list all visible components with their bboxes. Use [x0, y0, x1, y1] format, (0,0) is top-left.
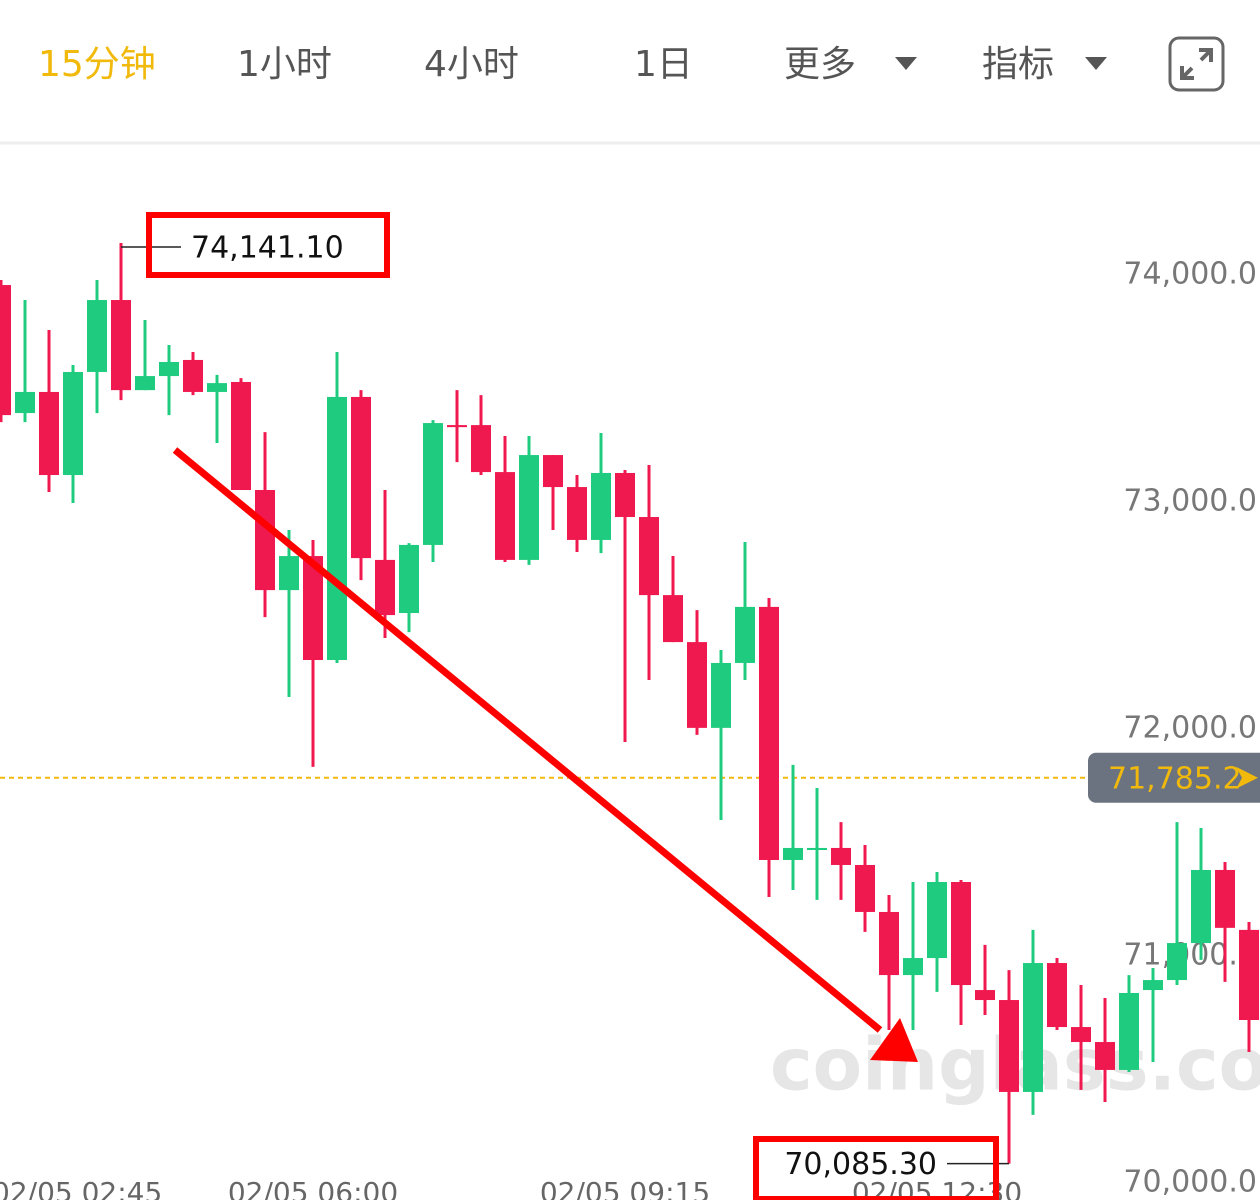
- candle-body: [783, 847, 803, 860]
- candle-body: [423, 423, 443, 545]
- candle-body: [1119, 992, 1139, 1070]
- candle-body: [87, 300, 107, 372]
- candle-body: [135, 376, 155, 391]
- y-tick-label: 72,000.0: [1123, 711, 1257, 746]
- candle-body: [567, 487, 587, 540]
- price-tag-arrow: [1236, 766, 1258, 789]
- tab[interactable]: 1小时: [237, 44, 332, 85]
- tab[interactable]: 15分钟: [38, 44, 156, 85]
- candle-body: [735, 606, 755, 663]
- tab[interactable]: 4小时: [424, 44, 519, 85]
- candle-body: [615, 472, 635, 518]
- candle-body: [759, 606, 779, 860]
- candle-body: [975, 990, 995, 1001]
- candle-body: [1023, 963, 1043, 1092]
- candle-body: [279, 556, 299, 591]
- candle-body: [687, 642, 707, 728]
- plot-area: 74,000.0 73,000.0 72,000.0 71,000.0 70,000.0…: [0, 231, 1259, 1200]
- candle-body: [183, 359, 203, 392]
- candle-body: [879, 911, 899, 976]
- candle-body: [231, 381, 251, 491]
- toolbar: 15分钟 1小时 4小时 1日 更多 指标: [38, 36, 1225, 92]
- candle-body: [591, 472, 611, 540]
- candle-body: [639, 517, 659, 596]
- candle-body: [375, 559, 395, 616]
- candle-body: [399, 544, 419, 614]
- y-tick-label: 74,000.0: [1123, 257, 1257, 292]
- candle-body: [999, 1000, 1019, 1092]
- candle-body: [951, 882, 971, 986]
- candle-body: [1143, 980, 1163, 991]
- candle-body: [711, 662, 731, 728]
- price-tag: [1088, 752, 1260, 803]
- highlight-box: [146, 212, 390, 278]
- candle-body: [1191, 869, 1211, 944]
- last-price-label: 71,785.2: [1108, 761, 1242, 796]
- arrow-head: [870, 1018, 918, 1062]
- candle-body: [1215, 869, 1235, 928]
- candle-body: [0, 285, 11, 416]
- candle-body: [471, 425, 491, 473]
- y-tick-label: 73,000.0: [1123, 484, 1257, 519]
- candle-body: [807, 847, 827, 850]
- dropdown-icon: [895, 57, 917, 70]
- candle-body: [663, 595, 683, 643]
- candle-body: [1167, 943, 1187, 981]
- candle-body: [303, 556, 323, 661]
- highlight-box: [753, 1136, 999, 1200]
- candle-body: [351, 396, 371, 559]
- candle-body: [63, 371, 83, 476]
- candle-body: [831, 847, 851, 865]
- candle-body: [327, 396, 347, 661]
- trend-arrow: [172, 447, 883, 1033]
- x-tick-label: 02/05 06:00: [228, 1176, 398, 1200]
- x-tick-label: 02/05 02:45: [0, 1176, 162, 1200]
- candle-body: [255, 490, 275, 591]
- candle-body: [903, 958, 923, 976]
- candle-body: [447, 425, 467, 428]
- button-frame: [1168, 36, 1225, 92]
- candle-body: [111, 300, 131, 391]
- candle-body: [1071, 1027, 1091, 1043]
- tab[interactable]: 1日: [634, 44, 693, 85]
- candle-body: [1095, 1042, 1115, 1070]
- expand-icon: [1180, 48, 1213, 80]
- annotation-label: 70,085.30: [784, 1147, 937, 1182]
- y-tick-label: 70,000.0: [1123, 1164, 1257, 1199]
- candle-body: [159, 361, 179, 377]
- fullscreen-button[interactable]: [1168, 36, 1225, 92]
- candle-body: [855, 864, 875, 912]
- candle-body: [1047, 963, 1067, 1028]
- y-tick-label: 71,000.0: [1123, 937, 1257, 972]
- candle-body: [495, 472, 515, 560]
- candle-body: [519, 455, 539, 560]
- candle-body: [543, 455, 563, 488]
- candle-body: [207, 383, 227, 392]
- candle-body: [15, 391, 35, 414]
- candle-body: [927, 882, 947, 959]
- x-tick-label: 02/05 09:15: [540, 1176, 710, 1200]
- tab[interactable]: 更多: [784, 44, 856, 85]
- tab[interactable]: 指标: [982, 44, 1054, 85]
- dropdown-icon: [1085, 57, 1107, 70]
- candle-body: [1239, 929, 1259, 1021]
- candle-body: [39, 391, 59, 476]
- annotation-label: 74,141.10: [191, 231, 344, 266]
